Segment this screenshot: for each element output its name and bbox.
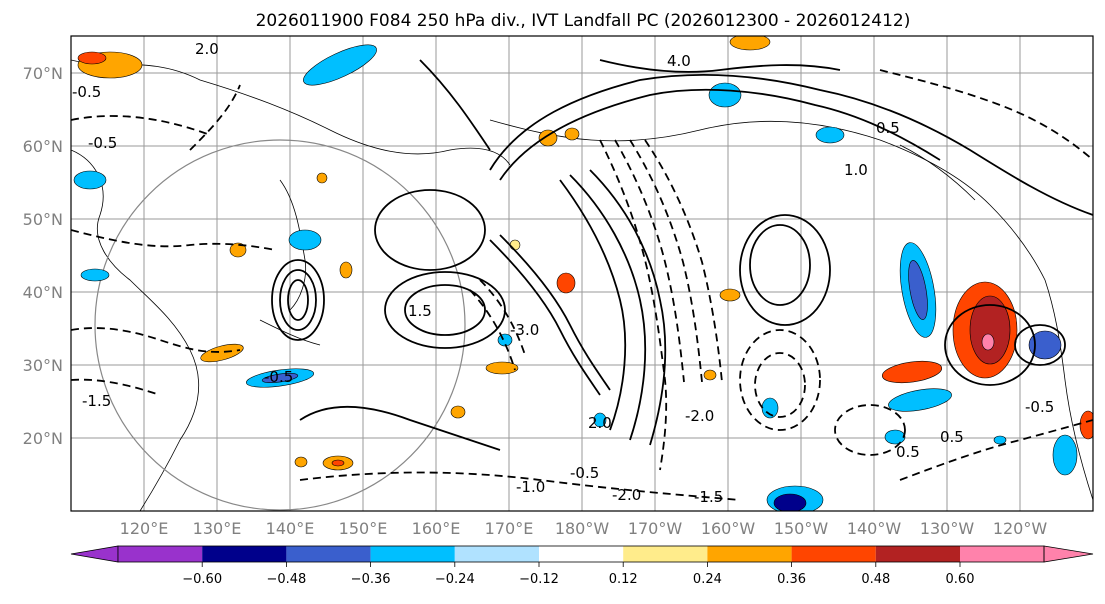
lon-label: 130°E — [193, 519, 242, 538]
gridlines — [71, 36, 1093, 511]
colorbar-bin — [960, 546, 1045, 562]
contour-label: -0.5 — [1025, 398, 1054, 416]
contour-label: -0.5 — [570, 464, 599, 482]
contour-label: 1.0 — [844, 161, 868, 179]
lat-label: 20°N — [23, 429, 63, 448]
lon-label: 140°E — [266, 519, 315, 538]
lat-label: 30°N — [23, 356, 63, 375]
coastlines — [71, 59, 1093, 511]
lat-label: 70°N — [23, 64, 63, 83]
colorbar-bin — [286, 546, 371, 562]
contour-label: -1.0 — [516, 478, 545, 496]
lat-label: 60°N — [23, 137, 63, 156]
colorbar-tick-label: −0.48 — [266, 572, 306, 587]
colorbar-bin — [202, 546, 287, 562]
contour-label: 2.0 — [588, 414, 612, 432]
lon-label: 150°E — [339, 519, 388, 538]
lon-label: 150°W — [774, 519, 829, 538]
lon-label: 140°W — [847, 519, 902, 538]
lon-label: 130°W — [920, 519, 975, 538]
colorbar-tick-label: −0.24 — [435, 572, 475, 587]
colorbar-outline — [117, 545, 1045, 563]
contour-label: 0.5 — [876, 119, 900, 137]
colorbar-bin — [539, 546, 624, 562]
colorbar-bin — [875, 546, 960, 562]
colorbar-tick-label: 0.36 — [777, 572, 806, 587]
colorbar-tick-label: 0.48 — [861, 572, 890, 587]
colorbar-bin — [623, 546, 708, 562]
contour-label: -0.5 — [264, 368, 293, 386]
colorbar-extend-min — [70, 545, 119, 563]
contour-label: 0.5 — [896, 443, 920, 461]
colorbar-bin — [791, 546, 876, 562]
contour-label: -0.5 — [88, 134, 117, 152]
lon-label: 120°W — [993, 519, 1048, 538]
contour-label: -1.5 — [82, 392, 111, 410]
contour-labels: 4.0 1.0 0.5 -0.5 -1.5 2.0 -2.0 1.5 -0.5 … — [72, 40, 1054, 506]
reference-circle — [94, 139, 466, 511]
colorbar-bin — [454, 546, 539, 562]
latitude-labels: 70°N 60°N 50°N 40°N 30°N 20°N — [23, 64, 63, 448]
colorbar-tick-label: −0.12 — [519, 572, 559, 587]
contour-label: -2.0 — [612, 486, 641, 504]
lon-label: 170°E — [485, 519, 534, 538]
colorbar-tick-label: 0.60 — [946, 572, 975, 587]
contour-label: 4.0 — [667, 52, 691, 70]
map-frame — [70, 35, 1094, 512]
contours-negative — [71, 69, 1093, 501]
contour-label: 0.5 — [940, 428, 964, 446]
contour-label: 1.5 — [408, 302, 432, 320]
contours-positive — [271, 59, 1093, 451]
lon-label: 180°W — [555, 519, 610, 538]
lon-label: 160°E — [412, 519, 461, 538]
contour-label: 2.0 — [195, 40, 219, 58]
colorbar-tick-label: −0.60 — [182, 572, 222, 587]
lat-label: 50°N — [23, 210, 63, 229]
lon-label: 170°W — [628, 519, 683, 538]
map-panel — [71, 36, 1093, 511]
contour-label: -2.0 — [685, 407, 714, 425]
colorbar-extend-max — [1043, 545, 1094, 563]
lat-label: 40°N — [23, 283, 63, 302]
colorbar-tick-label: 0.24 — [693, 572, 722, 587]
lon-label: 160°W — [701, 519, 756, 538]
colorbar-bin — [707, 546, 792, 562]
longitude-labels: 120°E 130°E 140°E 150°E 160°E 170°E 180°… — [120, 519, 1048, 538]
colorbar-bin — [118, 546, 203, 562]
colorbar: −0.60 −0.48 −0.36 −0.24 −0.12 0.12 0.24 … — [70, 545, 1094, 587]
contour-label: -1.5 — [694, 488, 723, 506]
contour-label: -0.5 — [72, 83, 101, 101]
contour-label: -3.0 — [510, 321, 539, 339]
colorbar-ticks — [201, 562, 961, 567]
colorbar-bin — [370, 546, 455, 562]
map-title: 2026011900 F084 250 hPa div., IVT Landfa… — [256, 11, 911, 31]
colorbar-tick-label: 0.12 — [609, 572, 638, 587]
lon-label: 120°E — [120, 519, 169, 538]
colorbar-tick-label: −0.36 — [351, 572, 391, 587]
